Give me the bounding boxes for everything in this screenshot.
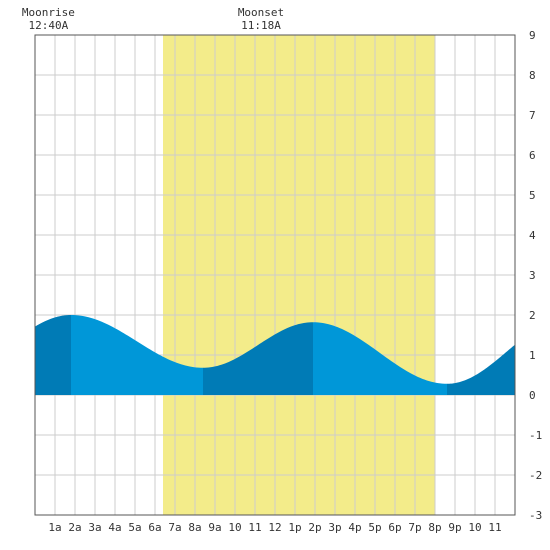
annotation-time: 12:40A bbox=[29, 19, 69, 32]
x-tick-label: 4p bbox=[348, 521, 361, 534]
x-tick-label: 12 bbox=[268, 521, 281, 534]
x-tick-label: 9p bbox=[448, 521, 461, 534]
x-tick-label: 3a bbox=[88, 521, 101, 534]
y-tick-label: 1 bbox=[529, 349, 536, 362]
tide-area-falling bbox=[313, 322, 447, 395]
x-tick-label: 2p bbox=[308, 521, 321, 534]
y-tick-label: 7 bbox=[529, 109, 536, 122]
annotation-label: Moonset bbox=[238, 6, 284, 19]
y-tick-label: 8 bbox=[529, 69, 536, 82]
tide-area-falling bbox=[71, 315, 203, 395]
tide-area-rising bbox=[35, 315, 71, 395]
y-tick-label: -3 bbox=[529, 509, 542, 522]
tide-area-rising bbox=[447, 344, 515, 395]
x-tick-label: 11 bbox=[248, 521, 261, 534]
x-tick-label: 9a bbox=[208, 521, 221, 534]
x-tick-label: 3p bbox=[328, 521, 341, 534]
x-tick-label: 5p bbox=[368, 521, 381, 534]
x-tick-label: 1a bbox=[48, 521, 61, 534]
tide-area-rising bbox=[203, 322, 313, 395]
y-tick-label: -1 bbox=[529, 429, 542, 442]
x-tick-label: 7a bbox=[168, 521, 181, 534]
x-tick-label: 8p bbox=[428, 521, 441, 534]
x-tick-label: 7p bbox=[408, 521, 421, 534]
x-tick-label: 6a bbox=[148, 521, 161, 534]
x-tick-label: 5a bbox=[128, 521, 141, 534]
annotation-label: Moonrise bbox=[22, 6, 75, 19]
x-tick-label: 10 bbox=[468, 521, 481, 534]
x-tick-label: 1p bbox=[288, 521, 301, 534]
y-tick-label: 3 bbox=[529, 269, 536, 282]
x-tick-label: 10 bbox=[228, 521, 241, 534]
plot-border bbox=[34, 34, 516, 516]
x-tick-label: 2a bbox=[68, 521, 81, 534]
x-tick-label: 4a bbox=[108, 521, 121, 534]
x-tick-label: 6p bbox=[388, 521, 401, 534]
y-tick-label: -2 bbox=[529, 469, 542, 482]
y-tick-label: 4 bbox=[529, 229, 536, 242]
x-tick-label: 8a bbox=[188, 521, 201, 534]
y-tick-label: 0 bbox=[529, 389, 536, 402]
y-tick-label: 5 bbox=[529, 189, 536, 202]
y-tick-label: 9 bbox=[529, 29, 536, 42]
annotation-time: 11:18A bbox=[241, 19, 281, 32]
y-tick-label: 6 bbox=[529, 149, 536, 162]
x-tick-label: 11 bbox=[488, 521, 501, 534]
y-tick-label: 2 bbox=[529, 309, 536, 322]
